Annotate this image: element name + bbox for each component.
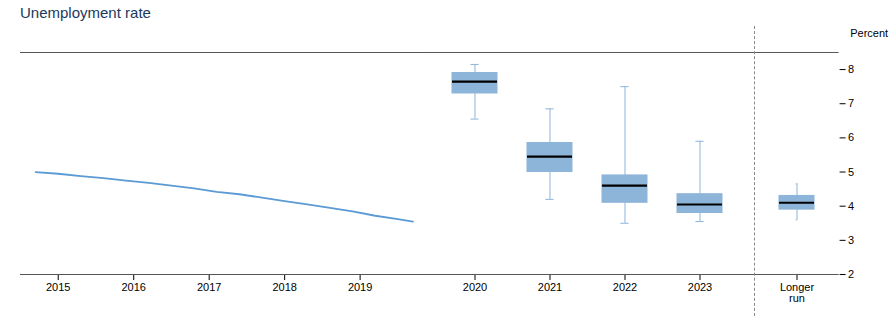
svg-text:2019: 2019: [348, 281, 372, 293]
html-text:Unemployment rate: Unemployment rate: [20, 4, 151, 21]
svg-text:2020: 2020: [463, 281, 487, 293]
svg-text:2: 2: [848, 268, 854, 280]
svg-text:2023: 2023: [688, 281, 712, 293]
svg-text:2017: 2017: [197, 281, 221, 293]
svg-text:4: 4: [848, 200, 854, 212]
svg-text:2016: 2016: [121, 281, 145, 293]
svg-text:2018: 2018: [272, 281, 296, 293]
svg-text:5: 5: [848, 166, 854, 178]
svg-text:2015: 2015: [46, 281, 70, 293]
svg-text:6: 6: [848, 131, 854, 143]
svg-text:8: 8: [848, 63, 854, 75]
svg-text:Longerrun: Longerrun: [780, 281, 815, 304]
svg-text:2022: 2022: [613, 281, 637, 293]
svg-text:2021: 2021: [538, 281, 562, 293]
svg-text:7: 7: [848, 97, 854, 109]
svg-text:Percent: Percent: [851, 27, 889, 39]
svg-text:3: 3: [848, 234, 854, 246]
